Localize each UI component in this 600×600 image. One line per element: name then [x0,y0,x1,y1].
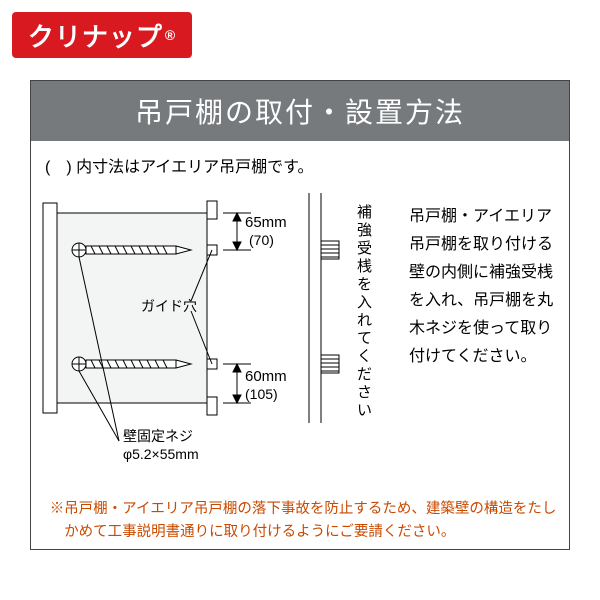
dim-top-paren: (70) [249,232,274,248]
dim-bottom-paren: (105) [245,386,278,402]
brand-logo: クリナップ® [12,12,192,58]
warning-note: ※吊戸棚・アイエリア吊戸棚の落下事故を防止するため、建築壁の構造をたしかめて工事… [41,498,559,543]
dim-top: 65mm [245,214,287,231]
panel-title: 吊戸棚の取付・設置方法 [31,81,569,141]
instruction-panel: 吊戸棚の取付・設置方法 ( ) 内寸法はアイエリア吊戸棚です。 [30,80,570,550]
panel-content: 65mm (70) 60mm (105) ガイド穴 壁固定ネジ φ5.2×55m… [31,183,569,523]
reinforcement-note: 補 強 受 桟 を 入 れ て く だ さ い [357,204,376,419]
brand-reg: ® [165,27,176,43]
panel-subtitle: ( ) 内寸法はアイエリア吊戸棚です。 [31,141,569,183]
installation-diagram: 65mm (70) 60mm (105) ガイド穴 壁固定ネジ φ5.2×55m… [41,183,381,483]
dim-bottom: 60mm [245,368,287,385]
screw-label-2: φ5.2×55mm [123,446,199,462]
guide-hole-label: ガイド穴 [141,298,197,314]
brand-text: クリナップ [28,17,163,54]
side-instructions: 吊戸棚・アイエリア吊戸棚を取り付ける壁の内側に補強受桟を入れ、吊戸棚を丸木ネジを… [409,203,559,371]
screw-label-1: 壁固定ネジ [123,428,193,444]
